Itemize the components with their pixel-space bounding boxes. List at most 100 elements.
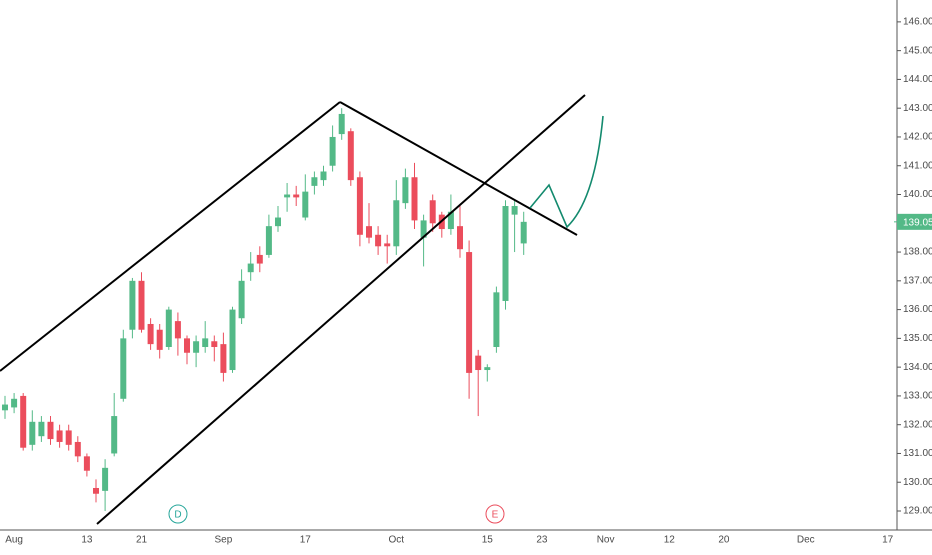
candle-body <box>466 252 473 373</box>
event-circle <box>168 504 188 524</box>
candle-body <box>511 206 518 215</box>
candle-body <box>493 292 500 348</box>
candle-body <box>520 221 527 244</box>
y-tick-label: 137.00 <box>903 275 932 286</box>
y-tick-label: 130.00 <box>903 477 932 488</box>
candle-body <box>484 367 491 371</box>
candle-body <box>83 456 90 471</box>
candle-body <box>220 344 227 373</box>
y-tick-label: 135.00 <box>903 333 932 344</box>
y-tick-label: 129.00 <box>903 506 932 517</box>
candle-body <box>11 398 18 408</box>
candle-body <box>447 211 454 230</box>
y-tick-label: 136.00 <box>903 304 932 315</box>
candle-body <box>29 421 36 445</box>
candle-body <box>74 441 81 457</box>
candle-body <box>238 280 245 319</box>
candle-body <box>38 421 45 437</box>
candle-body <box>120 338 127 399</box>
x-tick-label: 17 <box>300 535 312 546</box>
candle-body <box>174 321 181 339</box>
candle-body <box>265 226 272 255</box>
x-tick-label: 12 <box>664 535 676 546</box>
projection-path <box>529 115 604 229</box>
candle-body <box>138 280 145 330</box>
candle-body <box>393 200 400 247</box>
x-tick-label: Sep <box>215 535 233 546</box>
event-circle <box>485 504 505 524</box>
candle-body <box>384 243 391 247</box>
x-tick-label: Nov <box>597 535 615 546</box>
y-tick-label: 143.00 <box>903 103 932 114</box>
x-tick-label: Oct <box>389 535 405 546</box>
candle-body <box>129 280 136 330</box>
x-tick-label: 23 <box>536 535 548 546</box>
x-tick-label: Aug <box>5 535 23 546</box>
candle-body <box>147 323 154 345</box>
candle-body <box>247 263 254 273</box>
candle-body <box>47 421 54 440</box>
event-badge[interactable]: D <box>168 504 188 524</box>
x-tick-label: 13 <box>81 535 93 546</box>
event-badge[interactable]: E <box>485 504 505 524</box>
candle-body <box>502 206 509 301</box>
candle-body <box>293 194 300 198</box>
y-tick-label: 131.00 <box>903 448 932 459</box>
y-tick-label: 146.00 <box>903 17 932 28</box>
x-tick-label: 17 <box>882 535 894 546</box>
y-tick-label: 144.00 <box>903 74 932 85</box>
candle-body <box>165 309 172 348</box>
last-price-label: 139.05 <box>903 217 932 228</box>
candles <box>2 108 527 512</box>
candle-body <box>347 131 354 181</box>
y-tick-label: 134.00 <box>903 362 932 373</box>
candle-body <box>20 395 27 448</box>
x-tick-label: Dec <box>797 535 815 546</box>
event-label: D <box>174 510 181 521</box>
candle-body <box>311 177 318 186</box>
candle-body <box>193 341 200 353</box>
candle-body <box>156 329 163 350</box>
candle-body <box>184 338 190 353</box>
candle-body <box>475 355 482 371</box>
candle-body <box>329 136 336 166</box>
x-tick-label: 15 <box>482 535 494 546</box>
trend-line <box>339 101 578 236</box>
candle-body <box>93 487 99 494</box>
candle-body <box>256 254 263 264</box>
y-tick-label: 140.00 <box>903 189 932 200</box>
drawings <box>0 94 604 525</box>
y-tick-label: 145.00 <box>903 45 932 56</box>
candle-body <box>375 234 382 247</box>
candle-body <box>229 309 236 371</box>
x-tick-label: 21 <box>136 535 148 546</box>
y-tick-label: 132.00 <box>903 419 932 430</box>
candle-body <box>2 404 8 411</box>
candle-body <box>457 226 463 250</box>
candle-body <box>284 194 291 198</box>
candle-body <box>65 430 72 445</box>
y-tick-label: 138.00 <box>903 247 932 258</box>
trend-line <box>96 94 586 525</box>
candle-body <box>102 467 109 491</box>
candle-body <box>366 226 372 238</box>
candle-body <box>420 220 427 238</box>
last-price-tag <box>897 213 932 230</box>
candle-body <box>402 177 409 204</box>
candle-body <box>356 177 363 235</box>
candle-body <box>302 191 309 218</box>
candle-body <box>111 416 118 454</box>
y-tick-label: 141.00 <box>903 160 932 171</box>
candle-body <box>275 217 281 227</box>
y-tick-label: 133.00 <box>903 391 932 402</box>
y-tick-label: 142.00 <box>903 132 932 143</box>
event-label: E <box>492 510 499 521</box>
candle-body <box>320 171 327 181</box>
trend-line <box>0 101 341 372</box>
candle-body <box>211 341 218 348</box>
candle-body <box>202 338 209 348</box>
candle-body <box>56 430 63 442</box>
candle-body <box>411 177 418 221</box>
